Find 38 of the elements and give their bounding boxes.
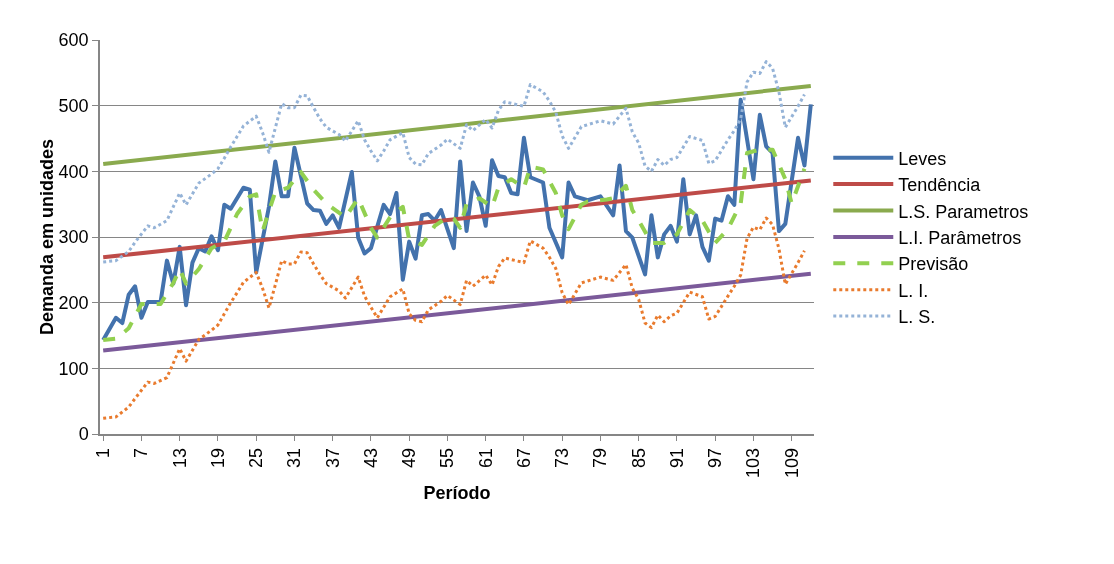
y-tick-label: 500 (58, 95, 89, 116)
line-series (101, 216, 806, 420)
legend-label: L.S. Parametros (898, 201, 1029, 222)
x-tick-label: 43 (360, 447, 381, 468)
y-tick-label: 300 (58, 227, 89, 248)
legend-label: L.I. Parâmetros (898, 227, 1022, 248)
x-tick-label: 31 (284, 447, 305, 468)
x-tick-label: 25 (246, 447, 267, 468)
x-tick-label: 49 (399, 447, 420, 468)
x-tick-label: 91 (666, 447, 687, 468)
y-tick-label: 100 (58, 358, 89, 379)
legend-label: L. S. (898, 307, 936, 328)
legend-label: Previsão (898, 254, 969, 275)
x-tick-label: 103 (743, 447, 764, 478)
y-tick-label: 600 (58, 30, 89, 51)
legend-label: L. I. (898, 280, 929, 301)
line-series (101, 60, 806, 264)
legend-label: Tendência (898, 175, 982, 196)
legend-label: Leves (898, 148, 947, 169)
x-tick-label: 19 (207, 447, 228, 468)
x-tick-label: 97 (705, 447, 726, 468)
x-tick-label: 79 (590, 447, 611, 468)
y-tick-label: 400 (58, 161, 89, 182)
x-tick-label: 13 (169, 447, 190, 468)
x-tick-label: 7 (131, 447, 152, 458)
line-series (101, 147, 807, 343)
x-tick-label: 55 (437, 447, 458, 468)
y-axis-title: Demanda em unidades (36, 138, 57, 336)
x-tick-label: 61 (475, 447, 496, 468)
x-tick-label: 73 (552, 447, 573, 468)
x-tick-label: 67 (513, 447, 534, 468)
x-tick-label: 37 (322, 447, 343, 468)
y-tick-label: 200 (58, 292, 89, 313)
x-tick-label: 1 (93, 447, 114, 458)
y-tick-label: 0 (78, 424, 89, 445)
x-tick-label: 85 (628, 447, 649, 468)
x-tick-label: 109 (781, 447, 802, 478)
x-axis-title: Período (423, 482, 491, 503)
